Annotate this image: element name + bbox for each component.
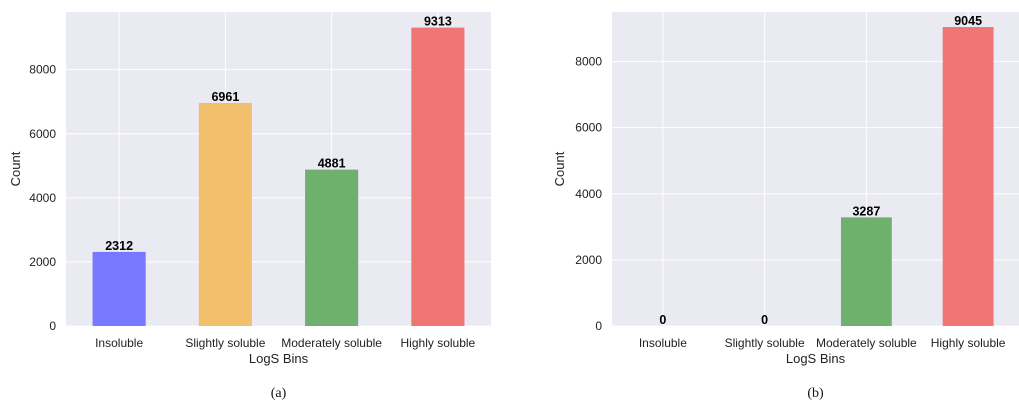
bar — [92, 251, 146, 326]
bar-value-label: 0 — [761, 313, 768, 327]
x-tick-label: Slightly soluble — [725, 336, 805, 350]
y-tick-label: 4000 — [575, 187, 602, 201]
bar — [840, 217, 892, 326]
x-tick-label: Highly soluble — [931, 336, 1006, 350]
y-tick-label: 4000 — [29, 191, 56, 205]
bar-value-label: 9313 — [424, 15, 452, 29]
x-axis-label: LogS Bins — [786, 351, 846, 366]
y-tick-label: 2000 — [575, 253, 602, 267]
bar-value-label: 3287 — [852, 204, 880, 218]
bar — [942, 27, 994, 327]
x-tick-label: Highly soluble — [401, 336, 476, 350]
y-tick-label: 8000 — [29, 63, 56, 77]
y-tick-label: 0 — [49, 319, 56, 333]
chart-panel-b: 0 2000 4000 6000 8000 0 Insoluble 0 Slightly sol… — [552, 12, 1019, 401]
panel-caption: (b) — [807, 386, 824, 401]
x-tick-label: Moderately soluble — [281, 336, 382, 350]
bar-value-label: 2312 — [105, 239, 133, 253]
y-tick-label: 8000 — [575, 55, 602, 69]
x-axis-label: LogS Bins — [249, 351, 309, 366]
panel-caption: (a) — [271, 386, 287, 401]
x-tick-label: Moderately soluble — [816, 336, 917, 350]
bar-value-label: 9045 — [954, 14, 982, 28]
y-axis-label: Count — [8, 151, 23, 186]
chart-panel-a: 0 2000 4000 6000 8000 2312 Insoluble 6961 Slight… — [8, 12, 491, 401]
y-axis-label: Count — [552, 151, 567, 186]
bar-value-label: 6961 — [211, 90, 239, 104]
bar-value-label: 4881 — [318, 157, 346, 171]
x-tick-label: Insoluble — [639, 336, 687, 350]
y-tick-label: 6000 — [575, 121, 602, 135]
y-tick-label: 6000 — [29, 127, 56, 141]
y-tick-label: 2000 — [29, 255, 56, 269]
y-tick-label: 0 — [595, 319, 602, 333]
bar — [198, 102, 252, 327]
x-tick-label: Insoluble — [95, 336, 143, 350]
bar-value-label: 0 — [659, 313, 666, 327]
bar — [411, 27, 465, 326]
bar — [305, 169, 359, 326]
x-tick-label: Slightly soluble — [185, 336, 265, 350]
